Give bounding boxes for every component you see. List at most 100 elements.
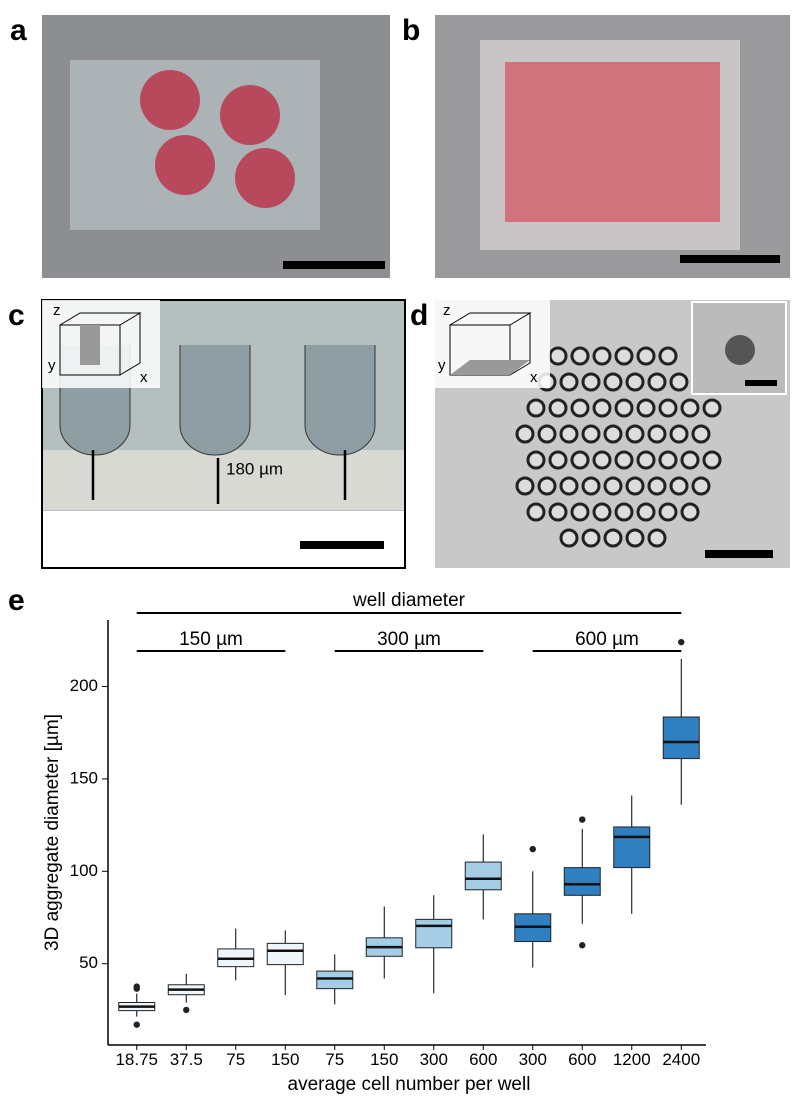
well [592, 450, 612, 470]
well [636, 346, 656, 366]
x-tick-label: 600 [469, 1050, 497, 1069]
well [515, 424, 535, 444]
outlier [678, 638, 685, 646]
well [603, 372, 623, 392]
insert [220, 85, 280, 145]
scale-bar [680, 255, 780, 263]
well [570, 502, 590, 522]
group-label: 150 µm [179, 629, 243, 650]
well [603, 476, 623, 496]
insert [235, 148, 295, 208]
well [559, 372, 579, 392]
well [526, 450, 546, 470]
arrows [91, 450, 347, 504]
x-tick-label: 600 [568, 1050, 596, 1069]
x-tick-label: 75 [325, 1050, 344, 1069]
well [548, 502, 568, 522]
x-tick-label: 1200 [613, 1050, 651, 1069]
well [570, 346, 590, 366]
scale-bar [300, 541, 384, 549]
well [647, 528, 667, 548]
well [625, 424, 645, 444]
aggregate [725, 335, 755, 365]
well [658, 346, 678, 366]
outlier [133, 985, 140, 992]
substrate [43, 450, 404, 510]
well [669, 372, 689, 392]
box [563, 867, 601, 896]
axis-letter: z [53, 302, 61, 319]
panel-label: a [10, 14, 27, 47]
x-tick-label: 18.75 [115, 1050, 158, 1069]
well [581, 528, 601, 548]
well [636, 398, 656, 418]
well [603, 424, 623, 444]
axis-letter: x [140, 369, 148, 386]
box [316, 970, 354, 990]
box [415, 918, 453, 949]
well [658, 450, 678, 470]
group-label: 300 µm [377, 629, 441, 650]
well [526, 502, 546, 522]
x-tick-label: 75 [226, 1050, 245, 1069]
well [515, 476, 535, 496]
panel-label: b [402, 14, 420, 47]
well [526, 398, 546, 418]
panel-label: c [8, 299, 25, 332]
well [625, 372, 645, 392]
well [625, 476, 645, 496]
well [691, 476, 711, 496]
well [636, 450, 656, 470]
insert [140, 70, 200, 130]
y-tick-label: 100 [70, 861, 98, 880]
well [614, 502, 634, 522]
well [614, 398, 634, 418]
cube-plane [80, 325, 100, 365]
well [548, 346, 568, 366]
y-tick-label: 150 [70, 768, 98, 787]
outlier [183, 1006, 190, 1014]
well [592, 398, 612, 418]
wells [59, 345, 376, 456]
well [592, 502, 612, 522]
axis-letter: y [48, 357, 56, 374]
scale-bar [283, 261, 385, 269]
x-axis-label: average cell number per well [288, 1074, 531, 1095]
well [570, 450, 590, 470]
group-label: 600 µm [575, 629, 639, 650]
well [680, 398, 700, 418]
well [647, 372, 667, 392]
scale-bar [705, 550, 773, 558]
well [581, 424, 601, 444]
well [691, 424, 711, 444]
outlier [529, 845, 536, 853]
axis-letter: z [443, 302, 451, 319]
well [702, 450, 722, 470]
panel-label: d [410, 299, 428, 332]
well [647, 476, 667, 496]
well [548, 398, 568, 418]
box [662, 716, 700, 760]
well [559, 424, 579, 444]
x-tick-label: 37.5 [170, 1050, 203, 1069]
y-tick-label: 50 [79, 953, 98, 972]
x-tick-label: 150 [271, 1050, 299, 1069]
x-tick-label: 300 [420, 1050, 448, 1069]
well [625, 528, 645, 548]
axis-letter: x [530, 369, 538, 386]
well [581, 372, 601, 392]
panel-label: e [8, 584, 25, 617]
outlier [579, 942, 586, 949]
outlier [133, 1021, 140, 1028]
box-chart: 50 100 150 200 3D aggregate diameter [µm] ave… [42, 590, 706, 1095]
well [581, 476, 601, 496]
box [464, 861, 502, 891]
well [658, 502, 678, 522]
well [669, 476, 689, 496]
scale-bar [745, 380, 777, 386]
well [559, 528, 579, 548]
well [647, 424, 667, 444]
well [658, 398, 678, 418]
outlier [579, 816, 586, 823]
well [636, 502, 656, 522]
